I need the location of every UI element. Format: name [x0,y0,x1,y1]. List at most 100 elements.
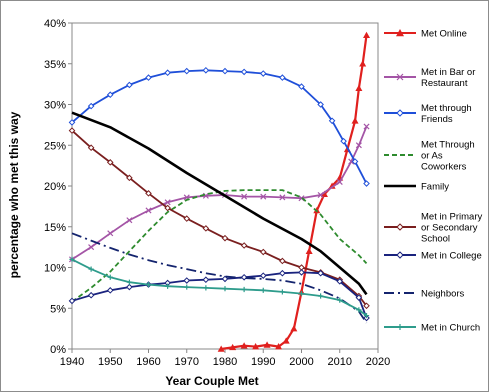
legend-label: Family [421,182,449,193]
plus-marker [69,256,75,262]
legend-item: Neighbors [384,289,465,300]
diamond-marker [336,278,344,285]
diamond-marker [328,117,336,125]
x-tick-label: 1950 [98,356,122,368]
diamond-marker [259,272,267,279]
series-line [71,126,368,261]
diamond-marker [351,158,359,165]
diamond-marker [221,234,229,242]
y-tick-label: 20% [44,181,66,193]
x-axis-ticks: 1940 1950 1960 1970 1980 1990 2000 2010 2020 [60,349,390,368]
plus-marker [356,307,362,313]
y-tick-label: 30% [44,100,66,112]
x-marker [145,207,152,214]
diamond-marker [317,269,324,277]
diamond-marker [145,74,152,81]
plus-marker [165,283,171,289]
series-line [71,111,368,296]
legend-item: Met in Church [384,323,480,334]
x-marker [164,199,171,206]
triangle-marker [229,343,237,351]
triangle-marker [396,29,404,37]
diamond-marker [317,101,324,108]
legend-label: School [421,234,450,245]
x-marker [348,158,355,165]
series-met-in-bar-or-restaurant [68,123,370,263]
diamond-marker [106,159,114,166]
triangle-marker [355,84,363,91]
y-axis-ticks: 0% 5% 10% 15% 20% 25% 30% 35% 40% [44,18,72,356]
diamond-marker [298,83,305,90]
plus-marker [260,287,266,293]
x-marker [279,194,286,201]
x-axis-title: Year Couple Met [165,374,258,388]
y-tick-label: 40% [44,18,66,30]
x-marker [363,123,370,130]
triangle-marker [290,325,298,332]
series-line [71,189,368,303]
diamond-marker [279,74,286,81]
series-line [71,258,368,317]
diamond-marker [106,287,114,294]
x-tick-label: 1940 [60,356,84,368]
diamond-marker [183,215,191,222]
x-marker [126,217,133,224]
y-tick-label: 0% [50,344,66,356]
plus-marker [222,286,228,292]
triangle-marker [252,343,260,350]
legend-label: or Secondary [421,223,478,234]
triangle-marker [359,60,367,67]
diamond-marker [396,109,404,117]
diamond-marker [183,67,191,75]
x-marker [396,73,404,81]
plus-marker [337,297,343,303]
diamond-marker [340,137,347,145]
plus-marker [145,282,152,288]
diamond-marker [126,283,133,291]
series-met-through-friends [68,66,370,187]
x-tick-label: 2020 [366,356,390,368]
y-tick-label: 25% [44,140,66,152]
legend-label: or As [421,151,443,162]
diamond-marker [164,69,171,77]
legend-item: Met Online [384,29,467,40]
diamond-marker [126,174,133,182]
plus-marker [298,290,305,297]
diamond-marker [259,248,267,256]
x-tick-label: 1970 [175,356,199,368]
legend-label: Met Through [421,140,475,151]
diamond-marker [202,66,210,74]
diamond-marker [240,242,248,249]
triangle-marker [328,182,336,189]
legend-label: Met through [421,103,472,114]
x-marker [260,193,267,200]
diamond-marker [87,291,95,299]
series-met-in-primary-or-secondary-school [68,127,370,310]
x-marker [355,142,362,149]
series-family [71,111,368,296]
legend-label: Met in Primary [421,212,482,223]
diamond-marker [68,127,76,134]
triangle-marker [320,190,328,197]
plus-marker [318,293,324,299]
x-tick-label: 2010 [328,356,352,368]
diamond-marker [87,144,95,152]
diamond-marker [145,190,152,197]
plus-marker [363,312,370,319]
diamond-marker [68,297,76,305]
diamond-marker [396,251,404,259]
diamond-marker [363,302,370,310]
legend-label: Met in College [421,251,482,262]
x-tick-label: 1960 [136,356,160,368]
legend-label: Neighbors [421,289,465,300]
triangle-marker [282,337,290,344]
diamond-marker [279,269,286,277]
legend-label: Coworkers [421,162,467,173]
diamond-marker [221,275,229,283]
diamond-marker [164,204,171,212]
diamond-marker [202,276,210,284]
legend-label: Friends [421,114,453,125]
y-tick-label: 10% [44,263,66,275]
